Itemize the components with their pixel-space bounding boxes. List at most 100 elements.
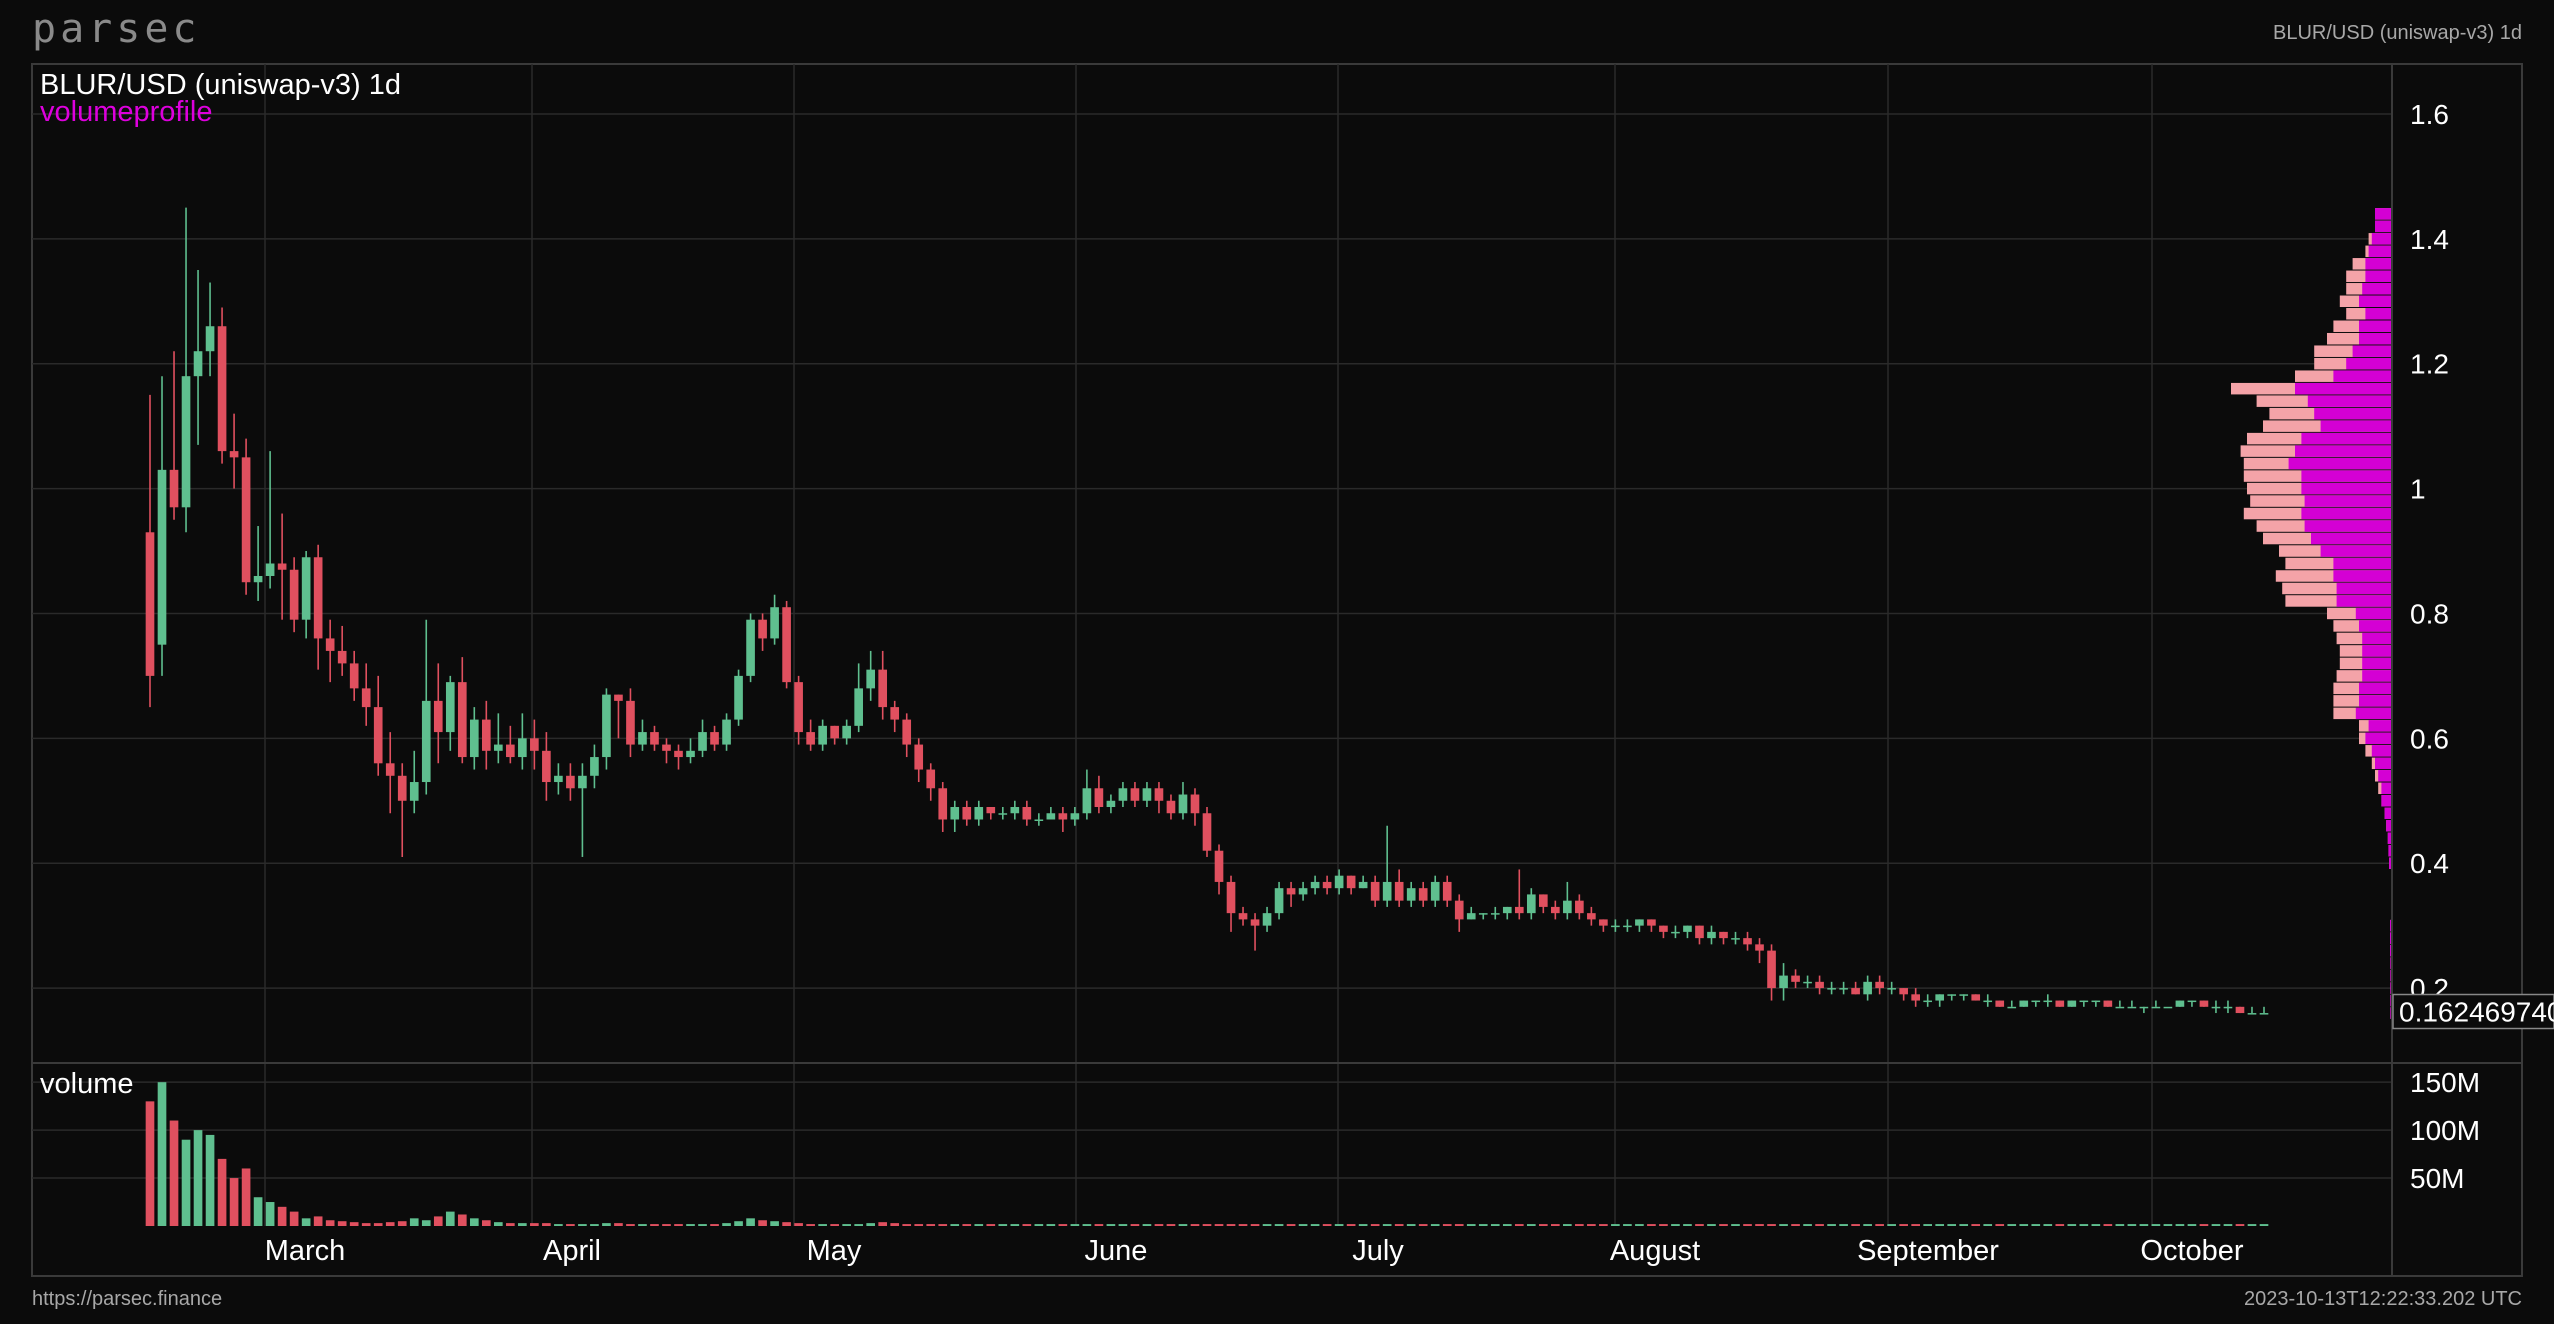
profile-bin-up <box>2362 657 2391 670</box>
volume-bar <box>2223 1224 2233 1226</box>
volume-bar <box>2247 1224 2257 1226</box>
candle-body <box>2103 1000 2113 1007</box>
candle-body <box>1202 813 1212 851</box>
volume-bar <box>1599 1224 1608 1226</box>
candle-body <box>349 663 359 689</box>
profile-bin-up <box>2389 857 2391 869</box>
candle-body <box>962 807 972 820</box>
candle-body <box>566 775 575 789</box>
profile-bin-up <box>2362 645 2391 657</box>
candle-body <box>1346 875 1356 889</box>
volume-bar <box>2211 1224 2221 1226</box>
candle-body <box>157 469 167 645</box>
volume-bar <box>361 1223 371 1226</box>
volume-tick-label: 50M <box>2410 1163 2464 1194</box>
candle-body <box>457 682 467 758</box>
volume-bar <box>1070 1224 1080 1226</box>
profile-bin-up <box>2390 932 2391 944</box>
header-title: BLUR/USD (uniswap-v3) 1d <box>2273 22 2522 44</box>
profile-bin-up <box>2390 919 2391 932</box>
candle-body <box>650 732 659 745</box>
volume-bar <box>2079 1224 2089 1226</box>
candle-body <box>974 807 984 820</box>
volume-bar <box>1142 1224 1152 1226</box>
profile-bin-up <box>2304 495 2391 507</box>
profile-bin-up <box>2365 270 2391 283</box>
candle-body <box>1298 888 1308 895</box>
candle-body <box>2187 1000 2197 1003</box>
volume-bar <box>1490 1224 1500 1226</box>
candle-body <box>542 750 551 783</box>
volume-bar <box>1923 1224 1933 1226</box>
volume-bar <box>2043 1224 2053 1226</box>
profile-bin-up <box>2378 770 2391 782</box>
candle-body <box>1839 988 1848 990</box>
volume-bar <box>1983 1224 1993 1226</box>
volume-bar <box>1130 1224 1140 1226</box>
candle-body <box>1815 981 1824 989</box>
profile-bin-up <box>2311 532 2391 545</box>
candle-body <box>409 782 419 801</box>
volume-bar <box>1935 1224 1945 1226</box>
last-price-box <box>2392 993 2554 1030</box>
candle-body <box>1406 888 1416 901</box>
profile-bin-up <box>2333 557 2391 570</box>
candle-body <box>1647 919 1656 926</box>
candle-body <box>2091 1000 2101 1003</box>
candle-body <box>1214 850 1224 882</box>
volume-bar <box>1358 1224 1368 1226</box>
volume-bar <box>1647 1224 1656 1226</box>
volume-bar <box>1803 1224 1812 1226</box>
profile-bin-up <box>2368 720 2391 732</box>
volume-bar <box>265 1202 275 1226</box>
profile-bin-up <box>2390 994 2391 1007</box>
candle-body <box>1154 788 1164 801</box>
volume-bar <box>1947 1224 1957 1226</box>
profile-bin-up <box>2359 620 2391 632</box>
volume-bar <box>1346 1224 1356 1226</box>
footer-url[interactable]: https://parsec.finance <box>32 1288 223 1310</box>
candle-body <box>734 675 743 720</box>
candle-body <box>1623 925 1632 928</box>
volume-bar <box>1707 1224 1716 1226</box>
profile-bin-up <box>2359 295 2391 308</box>
volume-bar <box>902 1224 912 1226</box>
profile-bin-up <box>2301 482 2391 495</box>
volume-bar <box>566 1224 575 1226</box>
volume-bar <box>181 1139 191 1226</box>
volume-bar <box>1430 1224 1440 1226</box>
last-price-tag: 0.162469740 <box>2392 993 2554 1030</box>
profile-bin-up <box>2359 682 2391 695</box>
volume-bar <box>1791 1224 1800 1226</box>
profile-bin-up <box>2320 420 2391 432</box>
volume-bar <box>1899 1224 1908 1226</box>
volume-bar <box>2187 1224 2197 1226</box>
volume-bar <box>1190 1224 1200 1226</box>
candle-body <box>277 563 287 570</box>
candle-body <box>1575 900 1584 914</box>
volume-bar <box>854 1224 863 1226</box>
volume-bar <box>1286 1224 1296 1226</box>
month-tick-label: March <box>265 1235 346 1267</box>
candle-body <box>1442 881 1452 901</box>
volume-bar <box>1863 1224 1872 1226</box>
volume-bar <box>433 1216 443 1226</box>
candle-body <box>1983 1000 1993 1003</box>
volume-bar <box>385 1222 395 1226</box>
month-tick-label: October <box>2140 1235 2243 1267</box>
volume-bar <box>974 1224 984 1226</box>
profile-bin-up <box>2384 807 2391 819</box>
candle-body <box>1466 913 1476 920</box>
candle-body <box>1034 819 1044 821</box>
candle-body <box>2019 1000 2029 1007</box>
candle-body <box>866 669 876 689</box>
candle-body <box>193 351 203 377</box>
candle-body <box>806 732 815 745</box>
volume-bar <box>782 1222 791 1226</box>
candle-body <box>686 750 695 758</box>
candle-body <box>337 650 347 664</box>
candle-body <box>301 557 311 620</box>
volume-bar <box>1875 1224 1884 1226</box>
volume-bar <box>1022 1224 1032 1226</box>
candle-body <box>902 719 912 745</box>
